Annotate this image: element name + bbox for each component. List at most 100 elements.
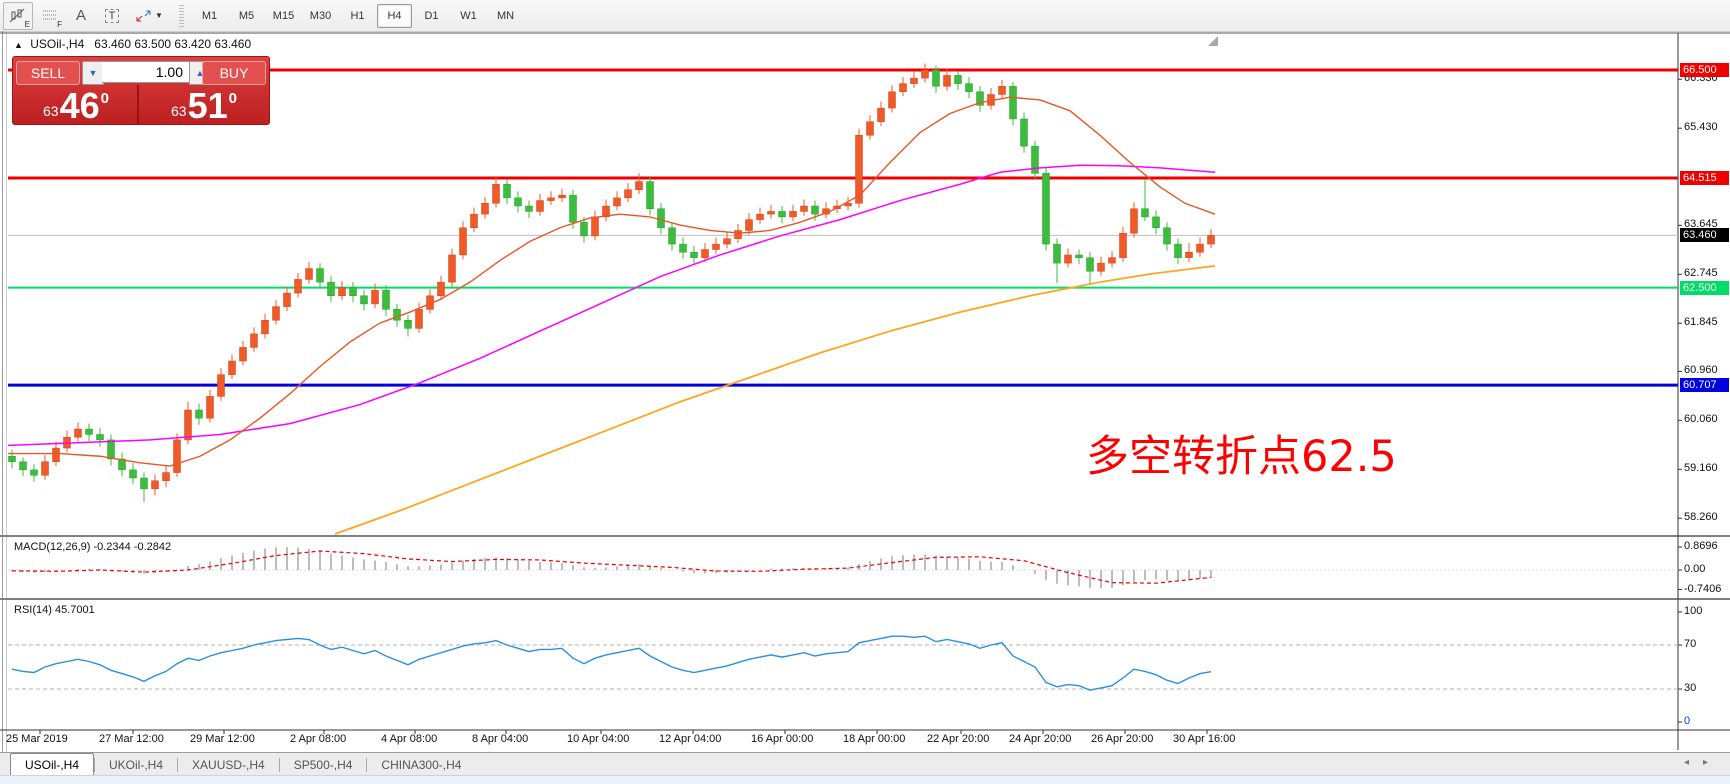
buy-price-button[interactable]: 63 51 0	[141, 85, 267, 124]
grid-icon[interactable]: F	[36, 3, 64, 29]
date-axis-label: 26 Apr 20:00	[1091, 733, 1154, 745]
rsi-line	[11, 635, 1212, 691]
timeframe-button-h1[interactable]: H1	[350, 9, 365, 22]
toolbar-separator	[179, 4, 184, 27]
axis-tick-label: 62.745	[1684, 267, 1718, 280]
tab-separator	[177, 758, 179, 772]
date-axis-label: 18 Apr 00:00	[843, 733, 906, 745]
timeframe-button-m1[interactable]: M1	[201, 9, 218, 22]
tab-scroll-arrows[interactable]: ◂▸	[1684, 757, 1722, 768]
timeframe-button-h4[interactable]: H4	[377, 3, 412, 28]
price-axis-boxed-label: 62.500	[1680, 280, 1729, 295]
toolbar: E F A T ▼ M1 M5 M15 M30 H1 H4 D1 W1 MN	[0, 0, 1730, 32]
grid-icon-sub: F	[57, 19, 62, 29]
candlestick-series	[8, 63, 1215, 503]
date-axis-label: 2 Apr 08:00	[290, 733, 347, 745]
axis-tick-label: 59.160	[1684, 462, 1718, 475]
buy-price-big: 51	[187, 85, 228, 126]
price-axis-boxed-label: 60.707	[1680, 378, 1729, 393]
price-axis-boxed-label: 63.460	[1680, 228, 1729, 243]
rsi-label: RSI(14) 45.7001	[14, 604, 95, 616]
objects-arrows-icon[interactable]: ▼	[129, 3, 169, 29]
timeframe-button-m30[interactable]: M30	[309, 9, 332, 22]
date-axis-label: 8 Apr 04:00	[472, 733, 529, 745]
chart-left-border	[6, 31, 7, 776]
chart-symbol-label: USOil-,H4	[30, 37, 85, 51]
tab-scroll-left-icon[interactable]: ◂	[1683, 757, 1703, 768]
axis-tick-label: 60.960	[1684, 364, 1718, 377]
text-box-icon[interactable]: T	[98, 3, 126, 29]
axis-tick-label: 61.845	[1684, 316, 1718, 329]
timeframe-button-w1[interactable]: W1	[460, 9, 477, 22]
axis-tick-label: 0.00	[1684, 563, 1706, 575]
volume-decrease-button[interactable]: ▼	[82, 61, 104, 85]
price-axis-boxed-label: 66.500	[1680, 63, 1729, 77]
buy-price-prefix: 63	[171, 103, 187, 119]
macd-signal-line	[11, 550, 1212, 584]
ma-fast-red-line	[8, 96, 1216, 467]
axis-tick-label: 60.060	[1684, 413, 1718, 426]
date-axis-label: 30 Apr 16:00	[1173, 733, 1236, 745]
window-left-border	[2, 31, 3, 776]
chart-ohlc-header: ▲ USOil-,H4 63.460 63.500 63.420 63.460	[14, 37, 251, 51]
date-axis-label: 29 Mar 12:00	[190, 733, 255, 745]
buy-price-sup: 0	[228, 90, 237, 107]
sell-button[interactable]: SELL	[16, 61, 80, 85]
timeframe-button-d1[interactable]: D1	[424, 9, 439, 22]
chart-ohlc-values: 63.460 63.500 63.420 63.460	[94, 37, 252, 51]
axis-tick-label: -0.7406	[1684, 582, 1722, 595]
buy-button[interactable]: BUY	[202, 61, 266, 85]
tab-separator	[366, 758, 368, 772]
tab-separator	[278, 758, 280, 772]
date-axis-label: 10 Apr 04:00	[567, 733, 630, 745]
text-box-glyph: T	[104, 8, 120, 23]
chart-annotation-text: 多空转折点62.5	[1086, 432, 1397, 482]
autoscroll-marker-icon[interactable]	[1208, 36, 1218, 46]
timeframe-button-m5[interactable]: M5	[238, 9, 255, 22]
dropdown-caret-icon: ▼	[155, 11, 163, 20]
text-label-icon[interactable]: A	[75, 7, 86, 24]
ma-slow-orange-line	[334, 264, 1216, 535]
axis-tick-label: 100	[1684, 605, 1703, 617]
price-axis-boxed-label: 64.515	[1680, 170, 1729, 185]
charts-icon[interactable]: E	[3, 1, 33, 30]
macd-label: MACD(12,26,9) -0.2344 -0.2842	[14, 541, 172, 553]
axis-tick-label: 0	[1684, 715, 1691, 727]
axis-tick-label: 0.8696	[1684, 540, 1718, 553]
sell-price-big: 46	[59, 85, 100, 126]
one-click-trading-panel: SELL ▼ 1.00 ▲ BUY 63 46 0 63 51 0	[12, 56, 270, 125]
volume-input[interactable]: 1.00	[102, 61, 189, 83]
macd-histogram	[11, 547, 1212, 589]
tab-separator	[94, 758, 96, 772]
chart-tab-usoilh4[interactable]: USOil-,H4	[10, 753, 95, 775]
grid-glyph	[43, 10, 56, 19]
date-axis-label: 25 Mar 2019	[6, 733, 68, 745]
date-axis-label: 16 Apr 00:00	[751, 733, 814, 745]
axis-tick-label: 65.430	[1684, 121, 1718, 134]
date-axis-label: 22 Apr 20:00	[927, 733, 990, 745]
chart-tab-bar: USOil-,H4 UKOil-,H4 XAUUSD-,H4 SP500-,H4 CHI…	[0, 752, 1730, 775]
tab-scroll-right-icon[interactable]: ▸	[1702, 757, 1722, 768]
chart-tab-china300h4[interactable]: CHINA300-,H4	[381, 758, 462, 772]
timeframe-button-m15[interactable]: M15	[272, 9, 295, 22]
date-axis-label: 4 Apr 08:00	[381, 733, 438, 745]
timeframe-bar: M1 M5 M15 M30 H1 H4 D1 W1 MN	[190, 3, 523, 28]
candlestick-chart-glyph	[9, 8, 25, 22]
chart-tab-ukoilh4[interactable]: UKOil-,H4	[109, 758, 164, 772]
sell-price-button[interactable]: 63 46 0	[15, 85, 139, 124]
axis-tick-label: 70	[1684, 638, 1697, 650]
chart-tab-xauusdh4[interactable]: XAUUSD-,H4	[192, 758, 265, 772]
ma-mid-magenta-line	[7, 164, 1216, 447]
collapse-arrow-icon[interactable]: ▲	[14, 40, 23, 50]
chart-tab-sp500h4[interactable]: SP500-,H4	[293, 758, 353, 772]
sell-price-prefix: 63	[43, 103, 59, 119]
sell-price-sup: 0	[100, 90, 109, 107]
axis-tick-label: 30	[1684, 682, 1697, 694]
arrows-glyph	[136, 10, 151, 21]
charts-icon-sub: E	[24, 19, 30, 29]
timeframe-button-mn[interactable]: MN	[496, 9, 515, 22]
bottom-strip	[0, 775, 1730, 784]
horizontal-level-lines	[8, 68, 1678, 387]
